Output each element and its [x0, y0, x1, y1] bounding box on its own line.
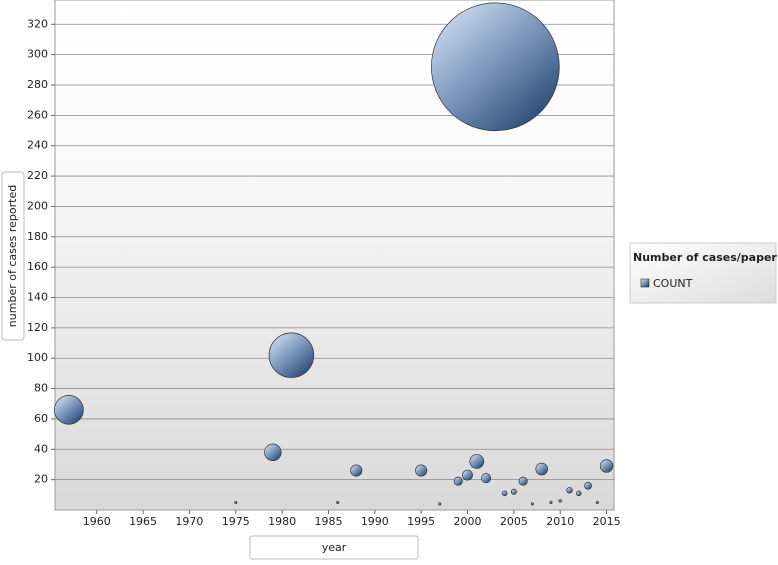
- y-tick-label: 320: [27, 17, 48, 30]
- bubble: [481, 473, 492, 484]
- y-tick-label: 140: [27, 291, 48, 304]
- bubble: [599, 459, 614, 473]
- x-axis-label: year: [322, 541, 347, 554]
- y-tick-label: 220: [27, 169, 48, 182]
- bubble: [431, 2, 560, 132]
- bubble: [566, 487, 573, 494]
- bubble: [584, 481, 592, 490]
- bubble: [268, 332, 315, 378]
- y-tick-label: 80: [34, 382, 48, 395]
- y-tick-label: 40: [34, 442, 48, 455]
- bubble: [438, 502, 442, 506]
- bubble: [595, 500, 599, 504]
- y-tick-label: 200: [27, 199, 48, 212]
- bubble: [510, 488, 517, 495]
- x-tick-label: 1965: [129, 515, 157, 528]
- y-tick-label: 300: [27, 48, 48, 61]
- bubble: [530, 502, 534, 506]
- x-tick-label: 2015: [593, 515, 621, 528]
- y-tick-label: 180: [27, 230, 48, 243]
- bubble: [501, 490, 508, 497]
- x-tick-label: 2005: [500, 515, 528, 528]
- bubble: [264, 443, 282, 461]
- legend-label: COUNT: [653, 277, 693, 290]
- x-tick-label: 1975: [222, 515, 250, 528]
- bubble: [462, 469, 473, 481]
- y-tick-label: 260: [27, 108, 48, 121]
- bubble: [453, 476, 463, 486]
- legend-swatch: [640, 278, 650, 288]
- y-tick-label: 60: [34, 412, 48, 425]
- bubble: [535, 462, 548, 476]
- bubble: [234, 500, 238, 504]
- x-tick-label: 1985: [314, 515, 342, 528]
- bubble: [469, 454, 485, 469]
- bubble: [54, 395, 84, 425]
- y-tick-label: 280: [27, 78, 48, 91]
- y-label-box: [1, 171, 25, 341]
- x-label-box: [249, 535, 419, 560]
- x-tick-label: 1995: [407, 515, 435, 528]
- bubble: [350, 464, 363, 477]
- legend: [629, 242, 777, 304]
- legend-title: Number of cases/paper: [633, 251, 777, 264]
- x-tick-label: 1970: [175, 515, 203, 528]
- y-tick-label: 100: [27, 351, 48, 364]
- x-tick-label: 1960: [83, 515, 111, 528]
- bubble: [549, 500, 553, 504]
- y-tick-label: 20: [34, 473, 48, 486]
- y-tick-label: 240: [27, 139, 48, 152]
- bubble: [518, 476, 528, 486]
- bubble: [576, 490, 582, 497]
- x-tick-label: 1980: [268, 515, 296, 528]
- x-tick-label: 1990: [361, 515, 389, 528]
- bubble: [415, 464, 428, 477]
- x-tick-label: 2010: [546, 515, 574, 528]
- bubble: [558, 499, 562, 503]
- y-axis-label: number of cases reported: [6, 185, 19, 327]
- y-tick-label: 160: [27, 260, 48, 273]
- bubble: [336, 500, 340, 504]
- x-tick-label: 2000: [454, 515, 482, 528]
- y-tick-label: 120: [27, 321, 48, 334]
